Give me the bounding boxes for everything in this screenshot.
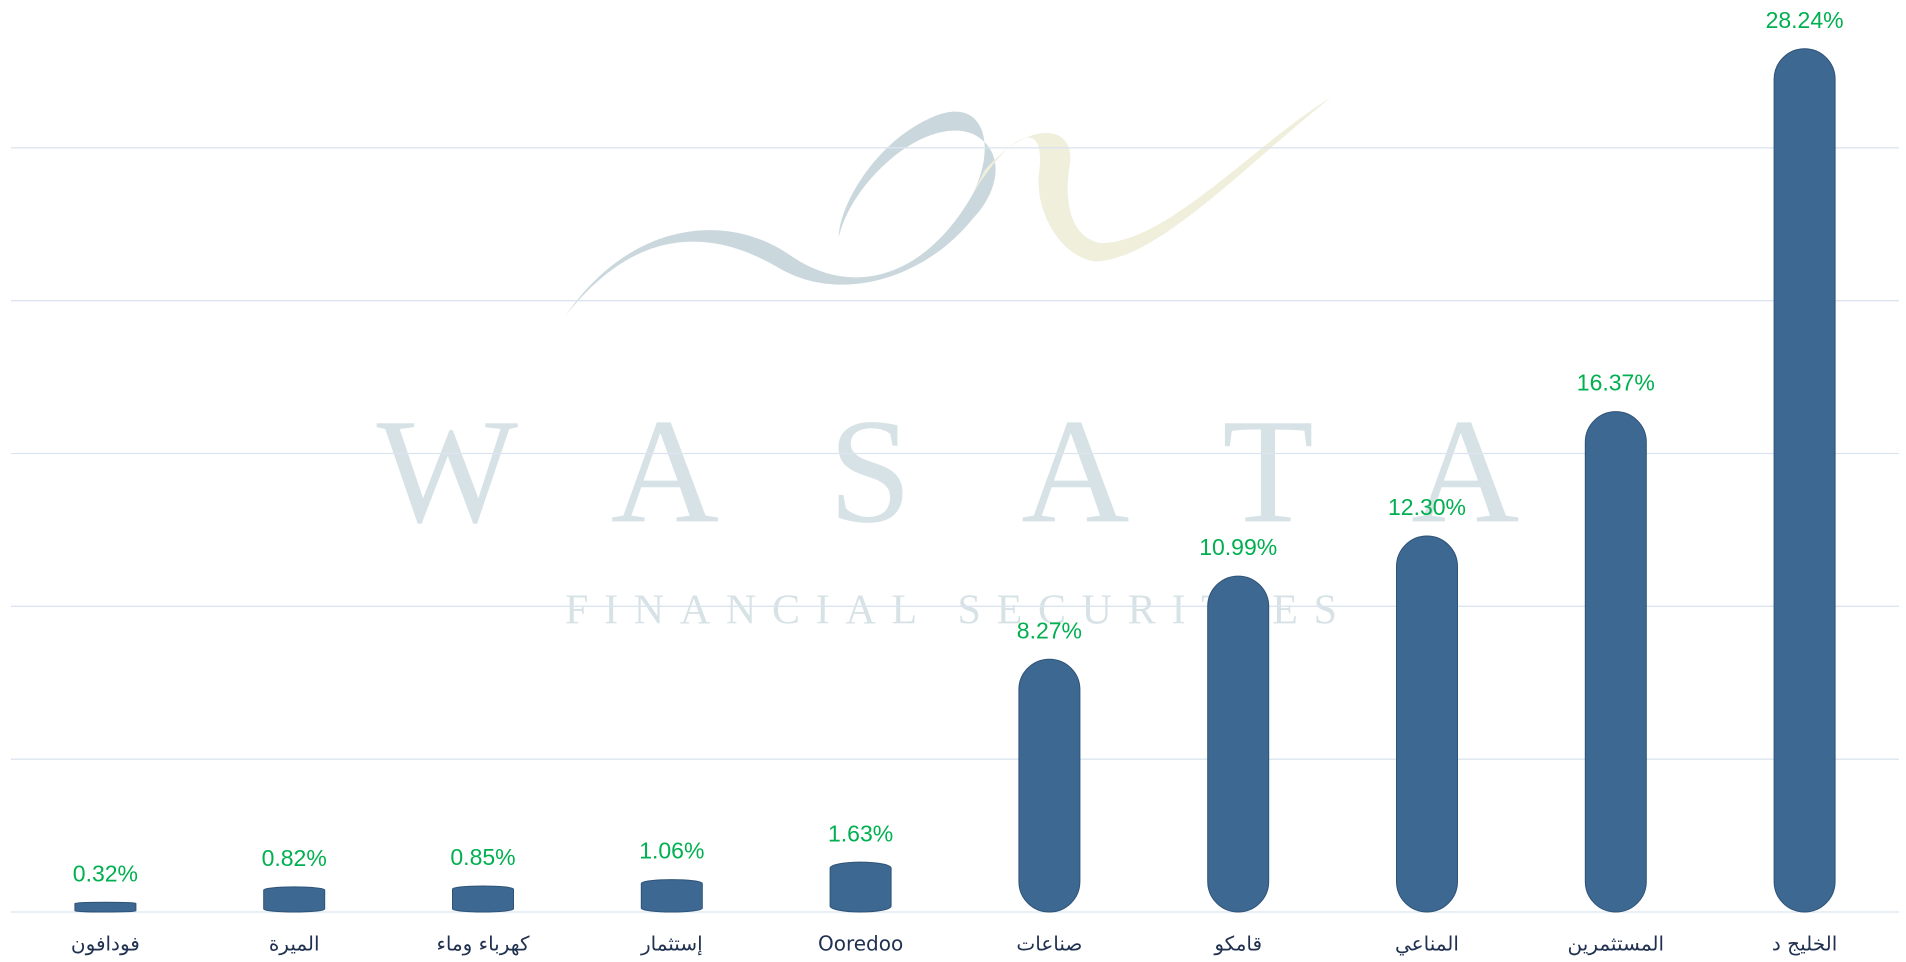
bar	[1396, 535, 1458, 913]
grid	[11, 147, 1899, 913]
logo-swoosh	[565, 111, 996, 317]
bar	[640, 879, 703, 913]
value-label: 28.24%	[1766, 7, 1844, 33]
bar	[829, 861, 892, 913]
x-tick-label: المناعي	[1395, 932, 1459, 957]
value-label: 1.06%	[639, 838, 704, 864]
value-label: 0.32%	[73, 860, 138, 886]
x-tick-label: إستثمار	[640, 932, 703, 957]
value-label: 12.30%	[1388, 494, 1466, 520]
bar	[1584, 411, 1647, 913]
value-label: 8.27%	[1017, 617, 1082, 643]
bar	[263, 886, 326, 913]
value-label: 0.82%	[262, 845, 327, 871]
x-tick-label: Ooredoo	[818, 932, 903, 956]
x-tick-label: الميرة	[269, 932, 320, 956]
value-label: 1.63%	[828, 820, 893, 846]
x-tick-label: كهرباء وماء	[436, 932, 530, 956]
bar	[1018, 658, 1081, 913]
x-tick-label: المستثمرين	[1568, 932, 1665, 956]
bar	[74, 901, 137, 913]
x-tick-label: صناعات	[1016, 932, 1082, 956]
bar	[1773, 48, 1836, 913]
logo-watermark	[565, 97, 1332, 317]
value-label: 16.37%	[1577, 370, 1655, 396]
value-label: 10.99%	[1199, 534, 1277, 560]
bars: 0.32% فودافون 0.82% الميرة 0.85% كهرباء وماء 1…	[71, 7, 1844, 957]
logo-swoosh	[972, 97, 1332, 262]
bar	[452, 885, 514, 913]
x-tick-label: فودافون	[71, 932, 140, 956]
x-tick-label: قامكو	[1213, 932, 1262, 956]
bar	[1207, 575, 1270, 913]
value-label: 0.85%	[450, 844, 515, 870]
watermark-title: WASATA	[377, 388, 1520, 554]
x-tick-label: الخليج د	[1772, 932, 1837, 956]
